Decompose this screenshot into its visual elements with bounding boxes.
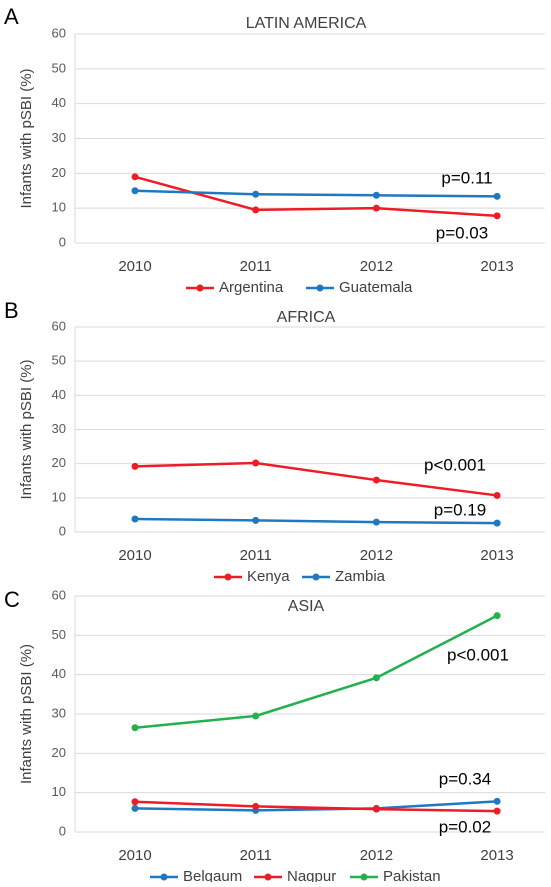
y-tick-label: 50 (52, 60, 66, 75)
x-tick-label: 2011 (240, 847, 272, 864)
panel-letter: A (4, 4, 19, 29)
point (493, 519, 501, 527)
y-tick-label: 10 (52, 200, 66, 215)
y-tick-label: 20 (52, 745, 66, 760)
legend-label: Pakistan (383, 868, 441, 882)
y-tick-label: 60 (52, 25, 66, 40)
y-tick-label: 40 (52, 95, 66, 110)
y-tick-label: 0 (59, 823, 66, 838)
x-tick-label: 2012 (360, 258, 393, 275)
point (493, 192, 501, 200)
point (131, 724, 139, 732)
x-tick-label: 2010 (118, 547, 151, 564)
y-tick-label: 60 (52, 318, 66, 333)
series-line (134, 461, 498, 497)
series-line (134, 614, 498, 730)
y-tick-label: 50 (52, 353, 66, 368)
point (131, 798, 139, 806)
chart-title: LATIN AMERICA (246, 15, 367, 32)
y-tick-label: 20 (52, 455, 66, 470)
point (372, 674, 380, 682)
annotation: p=0.34 (439, 769, 491, 788)
x-tick-label: 2013 (480, 258, 513, 275)
point (252, 802, 260, 810)
series-line (134, 800, 498, 812)
point (252, 206, 260, 214)
y-tick-label: 0 (59, 234, 66, 249)
point (131, 515, 139, 523)
point (493, 612, 501, 620)
legend-label: Guatemala (339, 279, 413, 296)
series-line (134, 800, 498, 813)
y-tick-label: 20 (52, 165, 66, 180)
annotation: p<0.001 (447, 645, 509, 664)
point (493, 212, 501, 220)
panel-letter: B (4, 298, 19, 323)
point (252, 712, 260, 720)
y-tick-label: 10 (52, 784, 66, 799)
point (372, 805, 380, 813)
legend-label: Zambia (335, 568, 386, 585)
x-tick-label: 2012 (360, 547, 393, 564)
y-tick-label: 30 (52, 421, 66, 436)
point (131, 462, 139, 470)
chart-title: AFRICA (277, 309, 336, 326)
legend-label: Argentina (219, 279, 284, 296)
annotation: p=0.02 (439, 817, 491, 836)
annotation: p=0.11 (441, 168, 492, 187)
point (131, 173, 139, 181)
x-tick-label: 2010 (118, 258, 151, 275)
point (372, 476, 380, 484)
x-tick-label: 2011 (240, 258, 272, 275)
annotation: p=0.03 (436, 223, 488, 242)
legend-marker (264, 873, 272, 881)
annotation: p=0.19 (434, 500, 486, 519)
series-line (134, 189, 498, 198)
x-tick-label: 2013 (480, 847, 513, 864)
point (252, 516, 260, 524)
panel-letter: C (4, 587, 20, 612)
point (252, 459, 260, 467)
y-tick-label: 40 (52, 666, 66, 681)
legend-marker (196, 284, 204, 292)
point (493, 491, 501, 499)
point (493, 797, 501, 805)
point (493, 807, 501, 815)
series-line (134, 517, 498, 525)
x-tick-label: 2013 (480, 547, 513, 564)
point (372, 191, 380, 199)
point (131, 804, 139, 812)
chart-title: ASIA (288, 598, 325, 615)
y-tick-label: 10 (52, 489, 66, 504)
y-axis-label: Infants with pSBI (%) (18, 644, 35, 784)
y-tick-label: 0 (59, 523, 66, 538)
x-tick-label: 2010 (118, 847, 151, 864)
legend-marker (312, 573, 320, 581)
legend-label: Nagpur (287, 868, 336, 882)
legend-marker (224, 573, 232, 581)
point (372, 204, 380, 212)
y-tick-label: 60 (52, 587, 66, 602)
x-tick-label: 2012 (360, 847, 393, 864)
y-axis-label: Infants with pSBI (%) (18, 359, 35, 499)
point (372, 518, 380, 526)
annotation: p<0.001 (424, 455, 486, 474)
x-tick-label: 2011 (240, 547, 272, 564)
y-tick-label: 30 (52, 130, 66, 145)
y-tick-label: 50 (52, 627, 66, 642)
legend-marker (160, 873, 168, 881)
point (252, 190, 260, 198)
legend-marker (360, 873, 368, 881)
point (131, 187, 139, 195)
y-tick-label: 30 (52, 705, 66, 720)
y-axis-label: Infants with pSBI (%) (18, 68, 35, 208)
y-tick-label: 40 (52, 387, 66, 402)
legend-label: Kenya (247, 568, 290, 585)
legend-marker (316, 284, 324, 292)
legend-label: Belgaum (183, 868, 242, 882)
